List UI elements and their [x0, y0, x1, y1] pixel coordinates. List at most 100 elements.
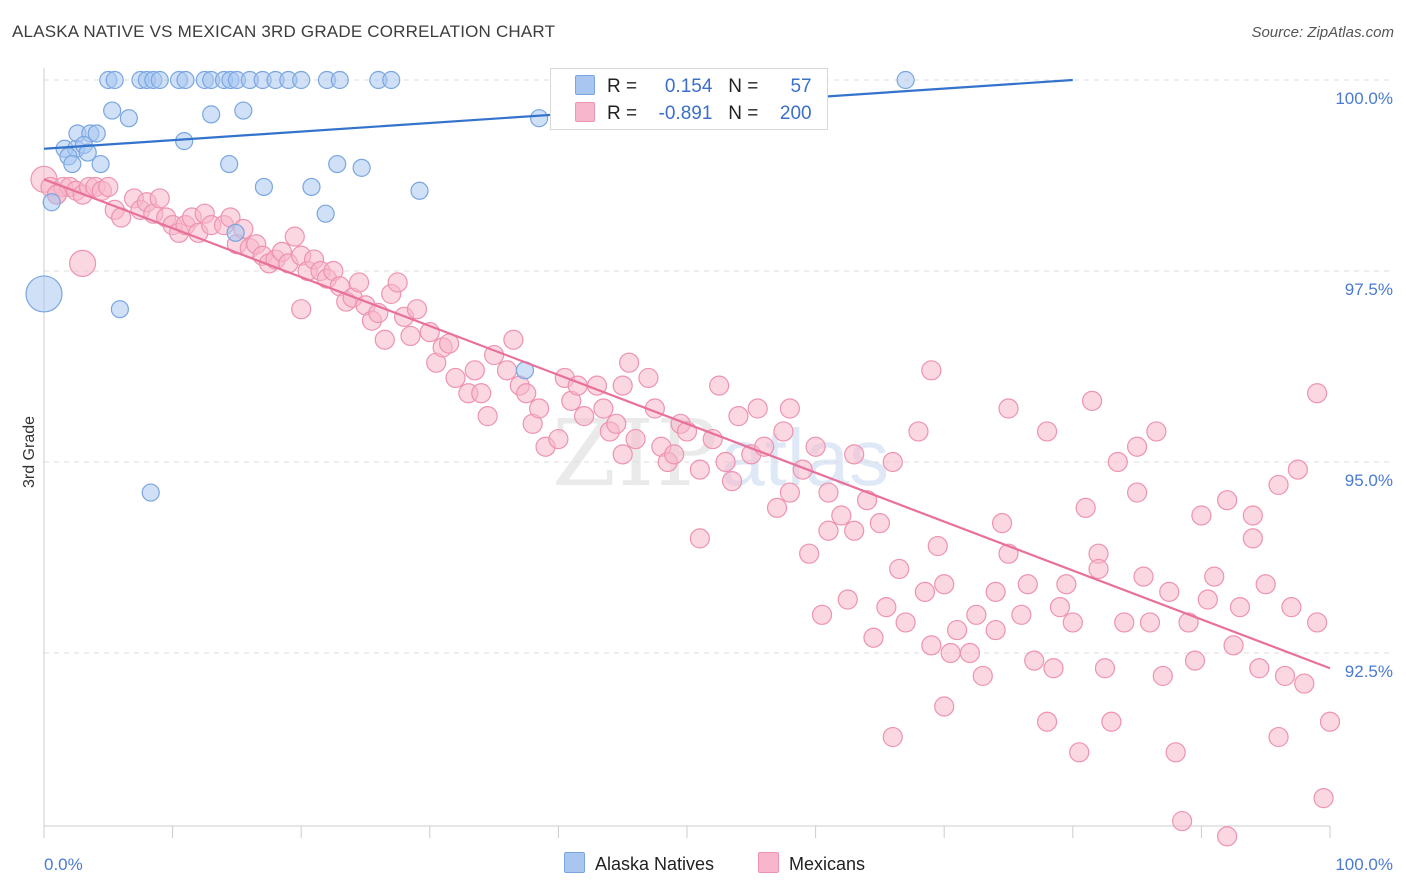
- legend-swatch-alaska-natives: [575, 75, 595, 95]
- grid-lines: [44, 79, 1390, 654]
- mexicans-point: [811, 604, 833, 625]
- mexicans-point: [779, 398, 800, 419]
- mexicans-point: [503, 329, 524, 350]
- mexicans-point: [400, 325, 421, 347]
- mexicans-point: [477, 406, 498, 427]
- mexicans-point: [98, 176, 119, 198]
- y-axis-label: 3rd Grade: [21, 416, 38, 488]
- mexicans-point: [1191, 505, 1212, 526]
- alaska-natives-point: [103, 101, 122, 120]
- mexicans-point: [68, 249, 97, 277]
- legend-r-label: R =: [607, 103, 638, 124]
- mexicans-point: [773, 421, 794, 442]
- mexicans-point: [934, 696, 955, 717]
- mexicans-point: [149, 188, 170, 209]
- legend-item-mexicans[interactable]: Mexicans: [758, 852, 865, 875]
- mexicans-point: [1088, 558, 1109, 580]
- mexicans-point: [1274, 665, 1296, 687]
- legend-swatch-mexicans: [575, 102, 595, 122]
- tick-labels: 92.5% 95.0% 97.5% 100.0% 0.0% 100.0% 3rd Grade: [21, 89, 1393, 874]
- legend-item-alaska-natives[interactable]: Alaska Natives: [564, 852, 714, 875]
- mexicans-point: [1043, 658, 1064, 679]
- mexicans-point: [889, 558, 910, 580]
- mexicans-point: [1101, 711, 1122, 732]
- legend-n-label: N =: [728, 103, 759, 124]
- mexicans-point: [844, 444, 865, 465]
- alaska-natives-point: [352, 158, 371, 177]
- alaska-natives-point: [119, 109, 138, 128]
- legend-r-value: 0.154: [664, 76, 713, 97]
- mexicans-point: [1313, 788, 1334, 809]
- mexicans-point: [625, 428, 646, 450]
- mexicans-point: [1217, 490, 1238, 511]
- mexicans-point: [619, 352, 640, 373]
- mexicans-point: [1146, 421, 1167, 442]
- mexicans-point: [1069, 742, 1090, 763]
- mexicans-point: [1229, 597, 1251, 618]
- mexicans-point: [593, 398, 614, 419]
- legend-r-label: R =: [607, 76, 638, 97]
- alaska-natives-point: [410, 181, 429, 200]
- mexicans-point: [1242, 528, 1263, 549]
- mexicans-point: [921, 635, 942, 656]
- mexicans-point: [1287, 459, 1308, 480]
- alaska-natives-point: [896, 70, 915, 90]
- mexicans-point: [348, 272, 370, 293]
- y-tick-label: 92.5%: [1345, 662, 1393, 681]
- mexicans-points: [30, 165, 1341, 847]
- mexicans-point: [516, 383, 537, 404]
- mexicans-point: [1036, 421, 1058, 442]
- mexicans-point: [612, 444, 633, 465]
- mexicans-point: [882, 726, 903, 748]
- mexicans-point: [1294, 673, 1315, 694]
- alaska-natives-point: [330, 70, 349, 90]
- mexicans-point: [1268, 474, 1289, 496]
- mexicans-point: [548, 428, 569, 450]
- mexicans-point: [1139, 612, 1161, 633]
- mexicans-point: [940, 642, 961, 664]
- alaska-natives-point: [176, 70, 195, 90]
- legend-row-alaska-natives: R = 0.154 N = 57: [575, 75, 812, 101]
- alaska-natives-point: [220, 154, 239, 174]
- mexicans-point: [946, 619, 968, 641]
- mexicans-point: [908, 421, 929, 442]
- alaska-natives-point: [78, 143, 97, 162]
- chart-source: Source: ZipAtlas.com: [1251, 24, 1394, 41]
- mexicans-point: [1217, 826, 1238, 847]
- mexicans-point: [1223, 635, 1244, 656]
- mexicans-point: [934, 574, 955, 595]
- legend-n-label: N =: [728, 76, 759, 97]
- mexicans-point: [1024, 650, 1045, 671]
- legend-row-mexicans: R = -0.891 N = 200: [575, 102, 812, 128]
- mexicans-point: [606, 413, 627, 434]
- mexicans-point: [991, 513, 1013, 534]
- alaska-natives-point: [226, 223, 245, 242]
- mexicans-point: [1249, 658, 1270, 679]
- mexicans-point: [895, 612, 916, 633]
- mexicans-point: [1049, 597, 1071, 618]
- mexicans-point: [689, 528, 710, 549]
- mexicans-point: [638, 367, 659, 389]
- mexicans-point: [882, 451, 903, 473]
- alaska-natives-point: [382, 70, 401, 90]
- mexicans-point: [1094, 658, 1116, 679]
- mexicans-point: [985, 581, 1006, 602]
- x-tick-label: 0.0%: [44, 855, 83, 874]
- mexicans-point: [1133, 566, 1154, 587]
- alaska-natives-points: [25, 70, 915, 502]
- mexicans-trend-line: [43, 178, 1331, 670]
- mexicans-point: [574, 406, 595, 427]
- mexicans-point: [664, 444, 685, 465]
- legend-n-value: 57: [790, 76, 812, 97]
- alaska-natives-point: [316, 204, 335, 223]
- mexicans-point: [966, 604, 987, 625]
- mexicans-point: [818, 482, 839, 503]
- mexicans-point: [1281, 597, 1302, 618]
- alaska-natives-point: [150, 70, 169, 90]
- mexicans-point: [1255, 574, 1276, 595]
- series-legend: Alaska Natives Mexicans: [0, 852, 1406, 880]
- mexicans-point: [818, 520, 839, 541]
- mexicans-point: [1056, 574, 1077, 595]
- mexicans-point: [1075, 497, 1096, 518]
- mexicans-point: [959, 642, 981, 664]
